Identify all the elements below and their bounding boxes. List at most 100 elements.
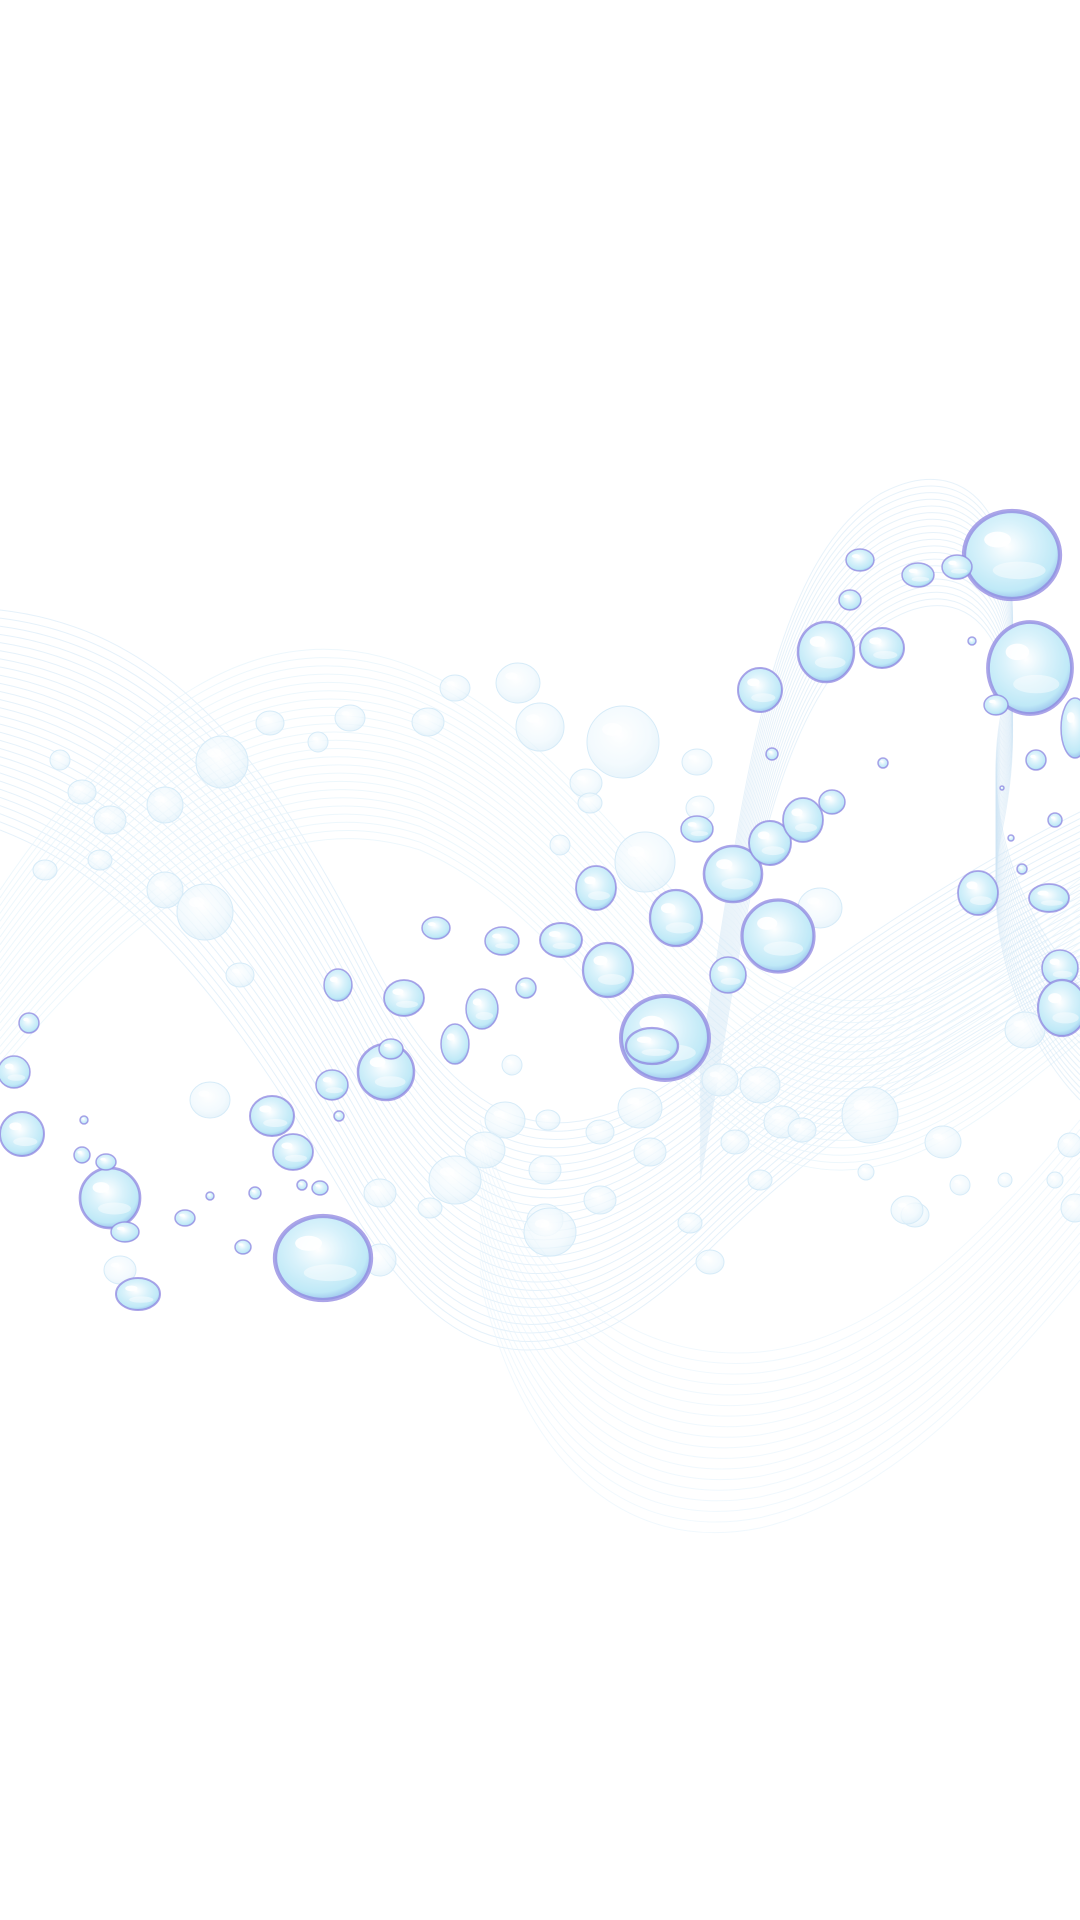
water-bubble <box>195 735 249 789</box>
water-bubble <box>720 1129 750 1155</box>
water-bubble <box>523 1207 577 1257</box>
water-bubble <box>1028 883 1070 913</box>
water-bubble <box>967 636 977 646</box>
wave-line <box>479 1260 1080 1512</box>
wave-line <box>0 772 1080 1112</box>
water-bubble <box>890 1195 924 1225</box>
wave-line <box>0 658 1080 1174</box>
wave-line <box>0 756 1080 1275</box>
water-bubble <box>859 627 905 669</box>
water-bubble <box>174 1209 196 1227</box>
water-bubble <box>877 757 889 769</box>
wave-line <box>699 492 1080 1073</box>
wave-line <box>479 1128 1080 1364</box>
water-bubble <box>633 1137 667 1167</box>
water-bubble <box>845 548 875 572</box>
water-bubble <box>32 859 58 881</box>
water-bubble <box>787 1117 817 1143</box>
bubble-cluster <box>0 508 1080 1311</box>
water-bubble <box>333 1110 345 1122</box>
wave-line <box>0 699 1080 1216</box>
water-bubble <box>617 1087 663 1129</box>
wave-line <box>479 1175 1080 1417</box>
wave-line <box>0 690 1080 1207</box>
water-bubble <box>484 1101 526 1139</box>
water-bubble <box>577 792 603 814</box>
water-bubble <box>205 1191 215 1201</box>
wave-line <box>699 485 1080 1067</box>
water-bubble <box>323 968 353 1002</box>
water-bubble <box>248 1186 262 1200</box>
water-bubble <box>841 1086 899 1144</box>
water-bubble <box>0 1111 45 1157</box>
water-bubble <box>1057 1132 1080 1158</box>
water-bubble <box>1046 1171 1064 1189</box>
water-bubble <box>78 1166 142 1230</box>
wave-line <box>479 1213 1080 1459</box>
wave-line <box>699 498 1080 1080</box>
wave-line <box>0 788 1080 1127</box>
wave-line <box>699 532 1080 1111</box>
water-bubble <box>583 1185 617 1215</box>
wave-line <box>0 681 1080 1031</box>
water-bubble <box>614 831 676 893</box>
wave-line <box>479 1279 1080 1534</box>
wave-line <box>0 698 1080 1045</box>
water-bubble <box>311 1180 329 1196</box>
water-bubble <box>356 1042 416 1102</box>
wave-line <box>479 1203 1080 1449</box>
water-bubble <box>315 1069 349 1101</box>
water-bubble <box>417 1197 443 1219</box>
wave-line <box>0 707 1080 1224</box>
water-bubble <box>428 1155 482 1205</box>
water-bubble <box>464 1131 506 1169</box>
wave-line <box>699 512 1080 1092</box>
water-bubble <box>67 779 97 805</box>
water-bubble <box>695 1249 725 1275</box>
wave-line <box>0 780 1080 1119</box>
wave-line <box>699 518 1080 1098</box>
water-bubble <box>95 1153 117 1171</box>
water-bubble <box>681 748 713 776</box>
wave-line <box>0 739 1080 1082</box>
water-bubble <box>176 883 234 941</box>
water-bubble <box>624 1026 680 1066</box>
water-bubble <box>999 785 1005 791</box>
wave-line <box>0 764 1080 1105</box>
water-bubble <box>87 849 113 871</box>
water-bubble <box>569 768 603 798</box>
water-bubble <box>307 731 329 753</box>
water-bubble <box>1047 812 1063 828</box>
water-bubble <box>748 820 792 866</box>
water-bubble <box>581 941 635 999</box>
wave-line <box>0 648 1080 1002</box>
water-bubble <box>93 805 127 835</box>
wave-line <box>0 723 1080 1241</box>
wave-line <box>0 797 1080 1134</box>
wave-line <box>0 813 1080 1149</box>
water-bubble <box>1060 1193 1080 1223</box>
water-bubble <box>796 620 856 684</box>
water-bubble <box>949 1174 971 1196</box>
water-bubble <box>701 1063 739 1097</box>
wave-line <box>0 673 1080 1023</box>
wave-line <box>0 731 1080 1075</box>
water-bubble <box>225 962 255 988</box>
water-bubble <box>702 844 764 904</box>
water-bubble <box>465 988 499 1030</box>
water-bubble <box>383 979 425 1017</box>
wave-line <box>479 1251 1080 1502</box>
water-bubble <box>18 1012 40 1034</box>
water-bubble <box>677 1212 703 1234</box>
wave-line <box>479 1156 1080 1396</box>
water-bubble <box>539 922 583 958</box>
water-bubble <box>941 554 973 580</box>
wave-line <box>699 505 1080 1086</box>
water-bubble <box>49 749 71 771</box>
water-bubble <box>575 865 617 911</box>
water-bubble <box>495 662 541 704</box>
wave-lines <box>0 478 1080 1534</box>
water-bubble <box>740 898 816 974</box>
water-bubble <box>528 1155 562 1185</box>
